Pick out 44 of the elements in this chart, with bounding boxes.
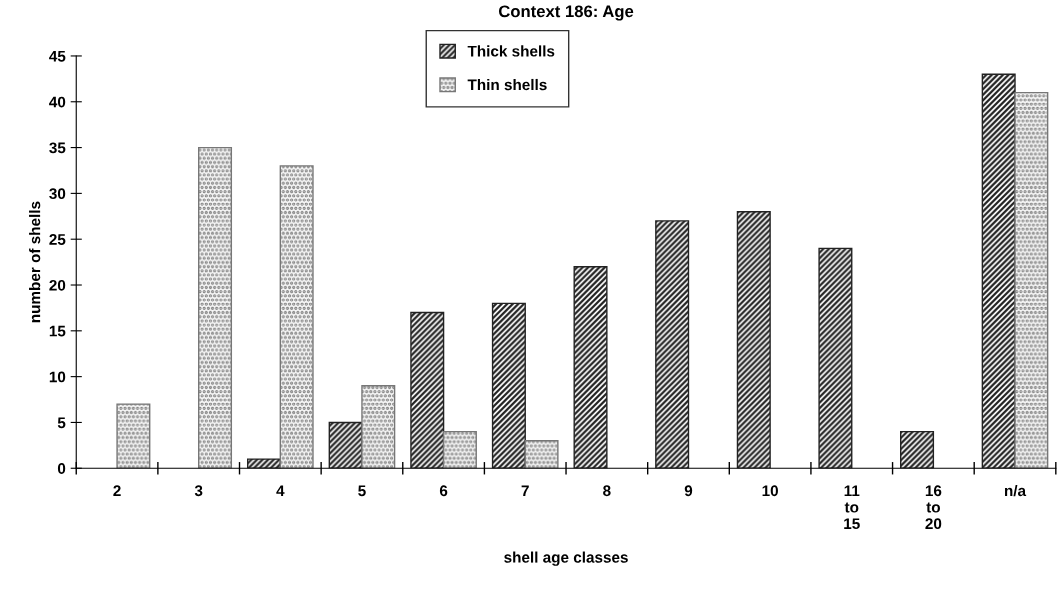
bar [116,403,151,469]
bar [900,430,935,469]
x-tick-label: 3 [194,485,203,497]
bar [573,265,608,469]
y-tick-label: 10 [49,371,66,383]
y-tick-label: 0 [57,463,66,474]
legend-label: Thick shells [467,45,555,57]
bar [736,211,771,469]
x-tick-label: n/a [1004,484,1027,497]
y-axis-title: number of shells [29,201,41,323]
x-tick-label: 9 [684,485,693,497]
bar [410,311,445,469]
x-tick-label: 6 [439,485,448,497]
y-tick-label: 45 [49,50,66,62]
x-tick-label: 7 [521,485,529,496]
bar [981,73,1016,469]
y-tick-label: 30 [49,188,66,200]
bar [328,421,363,469]
y-tick-label: 40 [49,96,66,108]
y-tick-label: 5 [57,417,66,429]
bar [655,220,690,469]
y-tick-label: 20 [49,279,66,291]
bar [246,458,282,469]
x-tick-label: 4 [276,485,285,496]
bar [442,430,477,469]
bar [1014,91,1049,469]
x-tick-label: 11 to 15 [844,485,860,530]
chart-title: Context 186: Age [498,5,634,21]
legend-label: Thin shells [467,78,547,91]
bar [491,302,526,469]
x-tick-label: 16 to 20 [925,485,942,530]
bar [197,146,233,469]
bar [818,247,853,469]
bar [361,385,396,469]
x-tick-label: 10 [762,485,778,497]
y-tick-label: 15 [49,325,66,337]
x-axis-title: shell age classes [504,551,628,566]
bar [279,165,314,469]
x-tick-label: 2 [113,485,121,496]
bar [524,440,559,469]
y-tick-label: 35 [49,142,66,154]
y-tick-label: 25 [49,234,66,245]
x-tick-label: 8 [603,485,611,497]
x-tick-label: 5 [358,485,366,497]
